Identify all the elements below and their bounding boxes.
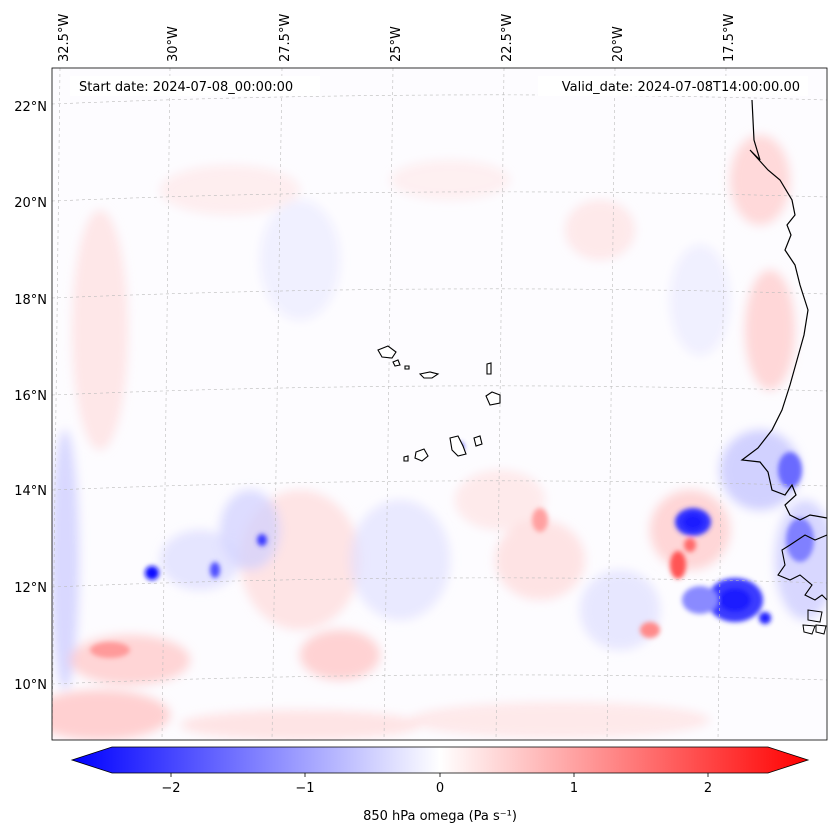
lon-label: 30°W bbox=[166, 26, 181, 62]
longitude-labels: 32.5°W 30°W 27.5°W 25°W 22.5°W 20°W 17.5… bbox=[57, 14, 737, 62]
omega-field-strong bbox=[90, 442, 814, 658]
omega-field-diffuse bbox=[52, 135, 827, 740]
lat-label: 12°N bbox=[14, 581, 47, 596]
santiago-island bbox=[449, 435, 467, 457]
colorbar-tick-label: 0 bbox=[436, 781, 444, 796]
start-date-label: Start date: 2024-07-08_00:00:00 bbox=[79, 80, 293, 95]
lon-label: 27.5°W bbox=[278, 14, 293, 62]
map-panel: Start date: 2024-07-08_00:00:00 Valid_da… bbox=[52, 68, 827, 740]
lon-label: 25°W bbox=[389, 26, 404, 62]
valid-date-label: Valid_date: 2024-07-08T14:00:00.00 bbox=[562, 80, 800, 95]
colorbar-tick-label: 2 bbox=[704, 781, 712, 796]
santo-antao-island bbox=[377, 345, 397, 359]
colorbar-body bbox=[70, 746, 810, 774]
bijagos-islands bbox=[802, 609, 827, 635]
african-coastline bbox=[740, 99, 827, 521]
lon-label: 20°W bbox=[611, 26, 626, 62]
lon-label: 32.5°W bbox=[57, 14, 72, 62]
lat-label: 16°N bbox=[14, 389, 47, 404]
santa-luzia-island bbox=[404, 365, 410, 370]
colorbar-ticks bbox=[170, 773, 709, 777]
brava-island bbox=[403, 455, 409, 462]
lat-label: 22°N bbox=[14, 100, 47, 115]
lon-label: 17.5°W bbox=[722, 14, 737, 62]
valid-date-box bbox=[538, 76, 808, 96]
sao-vicente-island bbox=[392, 359, 401, 367]
fogo-island bbox=[414, 448, 429, 462]
sal-island bbox=[486, 362, 492, 375]
colorbar-tick-label: −2 bbox=[161, 781, 180, 796]
colorbar-tick-label: 1 bbox=[570, 781, 578, 796]
lat-label: 14°N bbox=[14, 484, 47, 499]
guinea-coastline bbox=[777, 534, 827, 601]
sao-nicolau-island bbox=[418, 371, 440, 379]
latitude-labels: 22°N 20°N 18°N 16°N 14°N 12°N 10°N bbox=[14, 100, 47, 693]
lon-label: 22.5°W bbox=[500, 14, 515, 62]
cape-verde-islands bbox=[377, 345, 501, 462]
colorbar-tick-label: −1 bbox=[295, 781, 314, 796]
graticule bbox=[52, 68, 827, 740]
lat-label: 20°N bbox=[14, 196, 47, 211]
colorbar-label: 850 hPa omega (Pa s⁻¹) bbox=[363, 809, 517, 824]
maio-island bbox=[473, 435, 483, 447]
lat-label: 18°N bbox=[14, 293, 47, 308]
boa-vista-island bbox=[485, 391, 501, 406]
lat-label: 10°N bbox=[14, 678, 47, 693]
start-date-box bbox=[70, 76, 320, 96]
map-frame bbox=[51, 67, 828, 741]
colorbar: −2 −1 0 1 2 850 hPa omega (Pa s⁻¹) bbox=[70, 746, 810, 824]
